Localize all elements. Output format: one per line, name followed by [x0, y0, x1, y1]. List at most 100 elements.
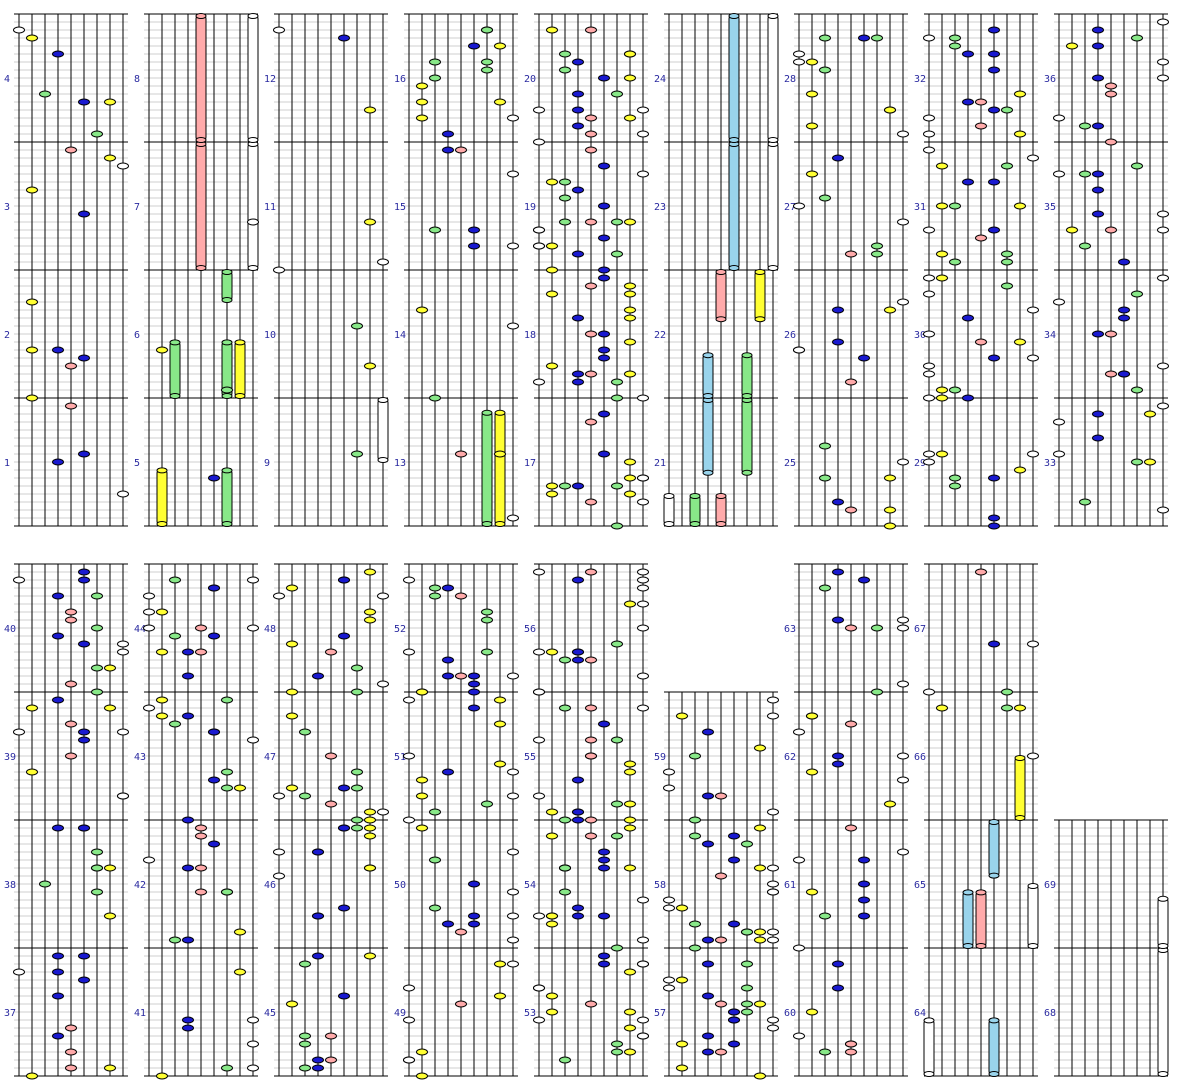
- tap-note: [637, 584, 649, 592]
- measure-number: 31: [914, 202, 926, 213]
- tap-note: [624, 290, 636, 298]
- tap-note: [806, 122, 818, 130]
- tap-note: [403, 752, 415, 760]
- tap-note: [351, 322, 363, 330]
- tap-note: [923, 290, 935, 298]
- tap-note: [923, 114, 935, 122]
- tap-note: [793, 50, 805, 58]
- tap-note: [481, 26, 493, 34]
- tap-note: [455, 450, 467, 458]
- tap-note: [975, 122, 987, 130]
- tap-note: [429, 584, 441, 592]
- tap-note: [624, 314, 636, 322]
- tap-note: [845, 1048, 857, 1056]
- measure-number: 41: [134, 1008, 146, 1019]
- hold-note: [767, 13, 779, 143]
- tap-note: [988, 226, 1000, 234]
- tap-note: [572, 106, 584, 114]
- hold-note-tail: [663, 521, 675, 527]
- measure-number: 23: [654, 202, 666, 213]
- tap-note: [624, 800, 636, 808]
- tap-note: [1053, 298, 1065, 306]
- tap-note: [1053, 170, 1065, 178]
- score-column: 21 22 23 24: [654, 13, 779, 527]
- hold-note: [247, 141, 259, 271]
- tap-note: [169, 720, 181, 728]
- measure-number: 18: [524, 330, 536, 341]
- tap-note: [156, 608, 168, 616]
- tap-note: [689, 944, 701, 952]
- tap-note: [988, 514, 1000, 522]
- hold-note-tail: [715, 521, 727, 527]
- tap-note: [572, 58, 584, 66]
- tap-note: [988, 66, 1000, 74]
- tap-note: [793, 856, 805, 864]
- tap-note: [468, 42, 480, 50]
- tap-note: [481, 616, 493, 624]
- tap-note: [1027, 306, 1039, 314]
- tap-note: [247, 1016, 259, 1024]
- hold-note-tail: [923, 1071, 935, 1077]
- hold-note-tail: [754, 316, 766, 323]
- tap-note: [26, 1072, 38, 1080]
- tap-note: [1131, 290, 1143, 298]
- tap-note: [871, 242, 883, 250]
- hold-note-tail: [221, 393, 233, 399]
- tap-note: [351, 688, 363, 696]
- tap-note: [312, 1064, 324, 1072]
- tap-note: [858, 34, 870, 42]
- tap-note: [156, 712, 168, 720]
- tap-note: [624, 1048, 636, 1056]
- tap-note: [819, 66, 831, 74]
- tap-note: [884, 306, 896, 314]
- tap-note: [533, 138, 545, 146]
- tap-note: [572, 656, 584, 664]
- tap-note: [663, 896, 675, 904]
- measure-number: 59: [654, 752, 666, 763]
- tap-note: [1157, 210, 1169, 218]
- tap-note: [611, 394, 623, 402]
- hold-note: [169, 339, 181, 399]
- measure-number: 51: [394, 752, 406, 763]
- tap-note: [585, 816, 597, 824]
- tap-note: [416, 776, 428, 784]
- tap-note: [182, 816, 194, 824]
- tap-note: [247, 1040, 259, 1048]
- hold-note-head: [663, 493, 675, 499]
- tap-note: [338, 992, 350, 1000]
- tap-note: [637, 704, 649, 712]
- score-column: 5 6 7 8: [134, 13, 259, 527]
- tap-note: [156, 346, 168, 354]
- tap-note: [221, 784, 233, 792]
- score-column: 37 38 39 40: [4, 563, 129, 1080]
- score-column: 13 14 15 16: [394, 13, 519, 527]
- tap-note: [923, 450, 935, 458]
- tap-note: [858, 896, 870, 904]
- hold-note: [923, 1017, 935, 1077]
- tap-note: [559, 888, 571, 896]
- tap-note: [598, 202, 610, 210]
- tap-note: [182, 648, 194, 656]
- tap-note: [572, 912, 584, 920]
- tap-note: [1092, 410, 1104, 418]
- measure-number: 7: [134, 202, 140, 213]
- tap-note: [273, 792, 285, 800]
- tap-note: [962, 394, 974, 402]
- tap-note: [806, 888, 818, 896]
- tap-note: [884, 506, 896, 514]
- tap-note: [598, 912, 610, 920]
- tap-note: [624, 114, 636, 122]
- tap-note: [988, 640, 1000, 648]
- tap-note: [1066, 42, 1078, 50]
- tap-note: [598, 346, 610, 354]
- tap-note: [52, 458, 64, 466]
- tap-note: [1131, 162, 1143, 170]
- tap-note: [364, 106, 376, 114]
- tap-note: [507, 170, 519, 178]
- tap-note: [416, 688, 428, 696]
- measure-number: 2: [4, 330, 10, 341]
- tap-note: [169, 576, 181, 584]
- tap-note: [741, 928, 753, 936]
- tap-note: [884, 522, 896, 530]
- tap-note: [832, 616, 844, 624]
